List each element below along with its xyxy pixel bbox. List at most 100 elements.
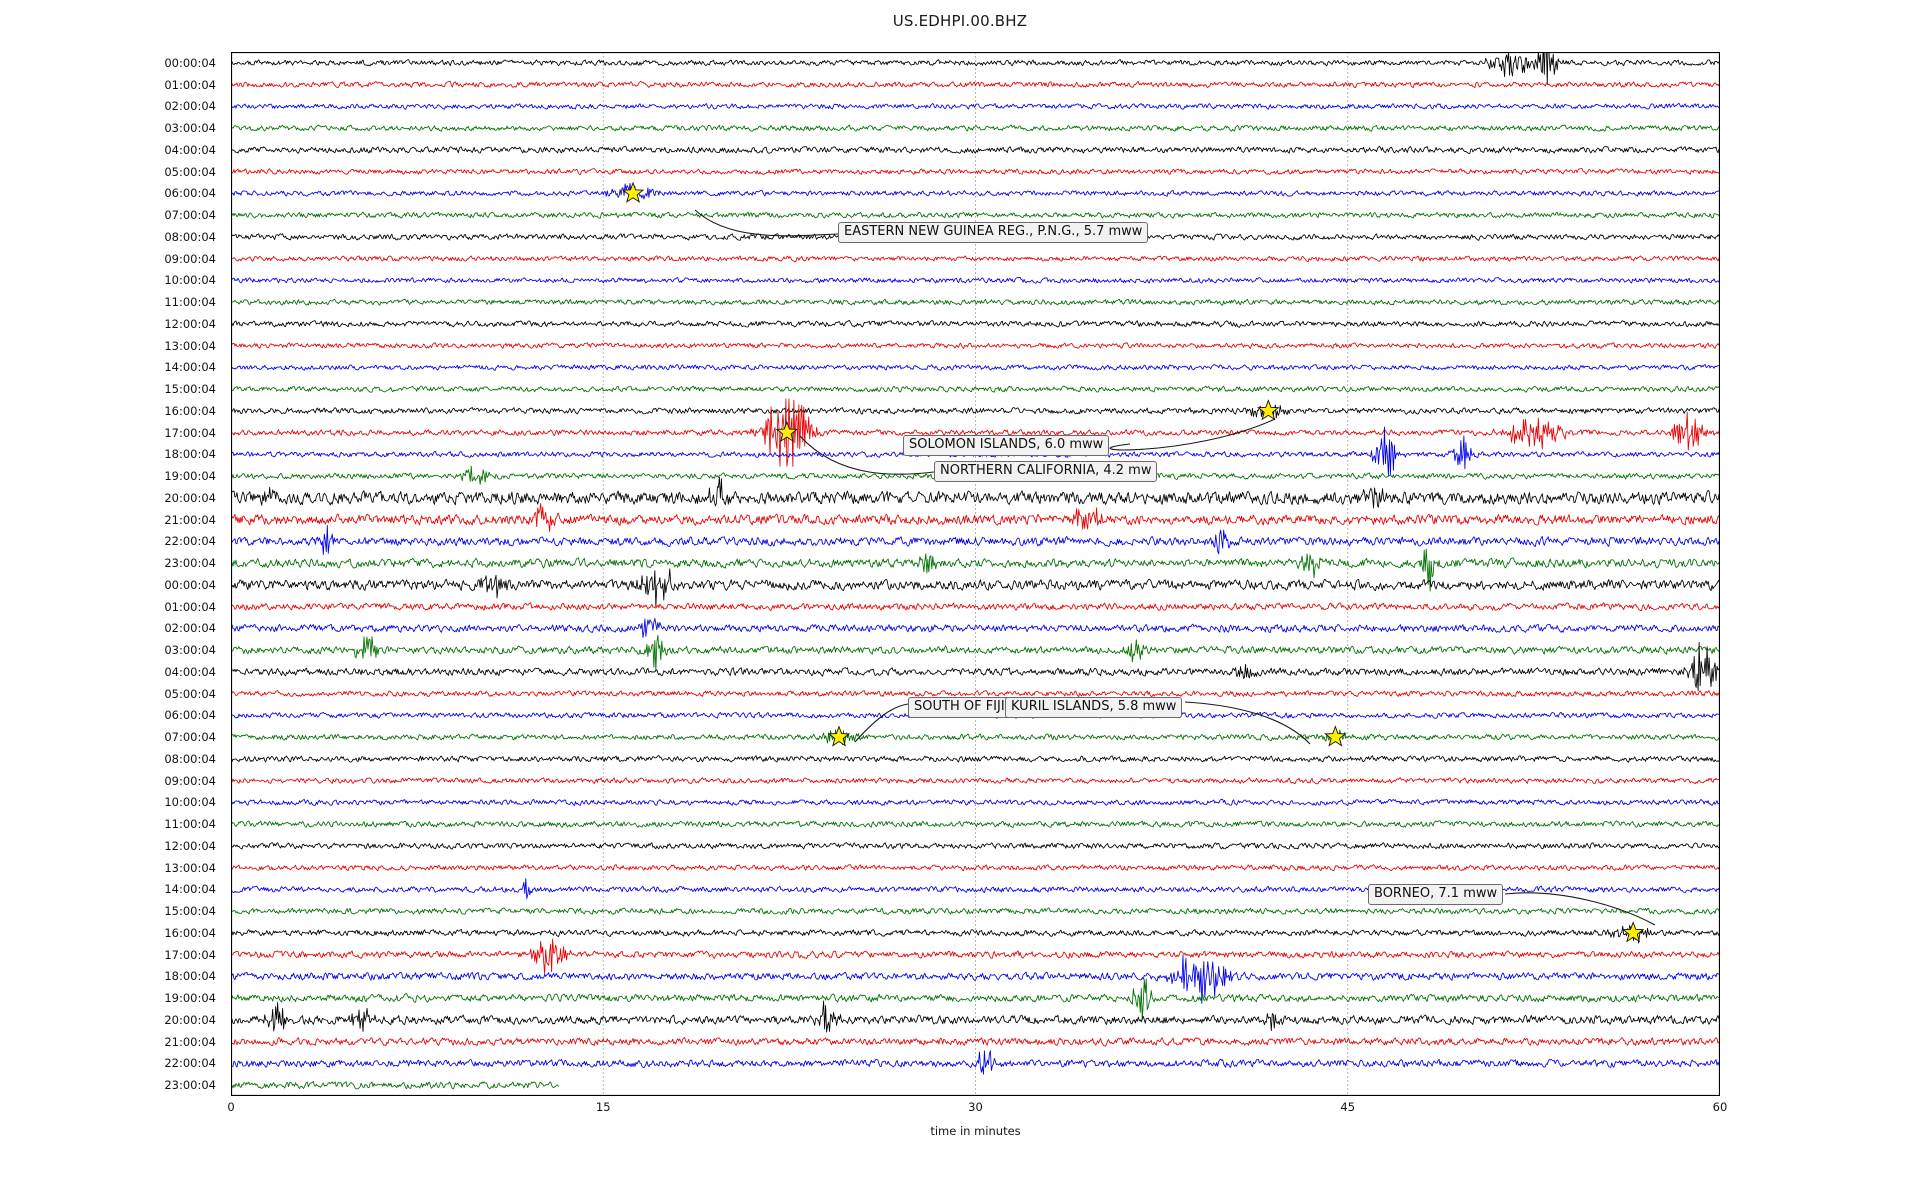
y-axis-tick-label: 01:00:04 [164,77,216,92]
y-axis-tick-label: 20:00:04 [164,490,216,505]
seismic-trace [231,524,1720,556]
seismic-trace [231,755,1720,763]
seismic-trace [231,820,1720,828]
y-axis-tick-label: 04:00:04 [164,664,216,679]
y-axis-tick-label: 08:00:04 [164,751,216,766]
seismic-trace [231,978,1720,1021]
y-axis-tick-label: 23:00:04 [164,556,216,571]
seismic-trace [231,777,1720,785]
y-axis-tick-label: 15:00:04 [164,382,216,397]
y-axis-tick-label: 06:00:04 [164,708,216,723]
seismic-trace [231,798,1720,806]
y-axis-tick-label: 02:00:04 [164,621,216,636]
x-axis-tick-label: 60 [1712,1100,1728,1114]
seismic-trace [231,641,1720,692]
seismic-trace [231,924,1720,944]
x-axis-tick-label: 30 [968,1100,983,1114]
seismic-trace [231,938,1720,975]
y-axis-tick-labels: 00:00:04 01:00:04 02:00:04 03:00:04 04:00:04… [0,52,216,1096]
y-axis-tick-label: 16:00:04 [164,403,216,418]
y-axis-tick-label: 10:00:04 [164,795,216,810]
y-axis-tick-label: 03:00:04 [164,121,216,136]
seismic-trace [231,690,1720,698]
seismic-trace [231,1050,1720,1075]
y-axis-tick-label: 13:00:04 [164,338,216,353]
y-axis-tick-label: 08:00:04 [164,229,216,244]
seismic-trace [231,842,1720,850]
y-axis-tick-label: 09:00:04 [164,773,216,788]
seismic-trace [231,602,1720,612]
y-axis-tick-label: 01:00:04 [164,599,216,614]
annotation-label-kuril-islands[interactable]: KURIL ISLANDS, 5.8 mww [1005,697,1183,719]
x-axis-title: time in minutes [930,1124,1021,1138]
y-axis-tick-label: 05:00:04 [164,686,216,701]
seismic-trace [231,548,1720,592]
y-axis-tick-label: 11:00:04 [164,295,216,310]
seismic-trace [231,342,1720,349]
seismic-trace [231,255,1720,263]
seismic-trace [231,124,1720,132]
x-axis-tick-label: 15 [595,1100,611,1114]
y-axis-tick-label: 07:00:04 [164,208,216,223]
seismic-trace [231,618,1720,638]
y-axis-tick-label: 22:00:04 [164,1056,216,1071]
y-axis-tick-label: 00:00:04 [164,577,216,592]
y-axis-tick-label: 14:00:04 [164,360,216,375]
seismic-trace [231,145,1720,154]
seismic-trace [231,276,1720,284]
y-axis-tick-label: 18:00:04 [164,447,216,462]
seismic-trace [231,168,1720,175]
y-axis-tick-label: 21:00:04 [164,1034,216,1049]
seismic-trace [231,211,1720,219]
y-axis-tick-label: 09:00:04 [164,251,216,266]
x-axis-tick-labels: 0 15 30 45 60 [227,1100,1727,1122]
y-axis-tick-label: 20:00:04 [164,1012,216,1027]
y-axis-tick-label: 23:00:04 [164,1078,216,1093]
seismic-trace [231,320,1720,328]
y-axis-tick-label: 02:00:04 [164,99,216,114]
annotation-label-eastern-new-guinea[interactable]: EASTERN NEW GUINEA REG., P.N.G., 5.7 mww [838,222,1149,244]
seismic-trace [231,476,1720,509]
y-axis-tick-label: 00:00:04 [164,55,216,70]
annotation-label-northern-california[interactable]: NORTHERN CALIFORNIA, 4.2 mw [934,461,1158,483]
seismic-trace [231,1000,1720,1033]
annotation-label-borneo[interactable]: BORNEO, 7.1 mww [1368,884,1504,906]
y-axis-tick-label: 14:00:04 [164,882,216,897]
y-axis-tick-label: 05:00:04 [164,164,216,179]
page-title: US.EDHPI.00.BHZ [892,12,1028,30]
y-axis-tick-label: 15:00:04 [164,904,216,919]
y-axis-tick-label: 11:00:04 [164,817,216,832]
y-axis-tick-label: 22:00:04 [164,534,216,549]
y-axis-tick-label: 03:00:04 [164,643,216,658]
y-axis-tick-label: 16:00:04 [164,925,216,940]
seismic-trace [231,634,1720,672]
y-axis-tick-label: 04:00:04 [164,142,216,157]
y-axis-tick-label: 21:00:04 [164,512,216,527]
seismic-trace [231,954,1720,1004]
y-axis-tick-label: 10:00:04 [164,273,216,288]
seismic-trace [231,729,1720,746]
seismic-trace [231,568,1720,608]
seismic-trace [231,1080,559,1090]
y-axis-tick-label: 17:00:04 [164,947,216,962]
y-axis-tick-label: 13:00:04 [164,860,216,875]
y-axis-tick-label: 06:00:04 [164,186,216,201]
seismic-trace [231,385,1720,393]
seismic-trace [231,103,1720,110]
seismic-trace [231,182,1720,200]
seismic-trace [231,864,1720,872]
seismic-trace [231,80,1720,89]
seismic-trace [231,398,1720,467]
seismic-trace [231,1037,1720,1047]
annotation-label-solomon-islands[interactable]: SOLOMON ISLANDS, 6.0 mww [903,435,1110,457]
y-axis-tick-label: 19:00:04 [164,469,216,484]
seismic-trace [231,364,1720,371]
y-axis-tick-label: 19:00:04 [164,991,216,1006]
y-axis-tick-label: 17:00:04 [164,425,216,440]
y-axis-tick-label: 12:00:04 [164,316,216,331]
seismic-trace [231,503,1720,532]
seismic-trace [231,52,1720,85]
seismic-trace [231,907,1720,915]
